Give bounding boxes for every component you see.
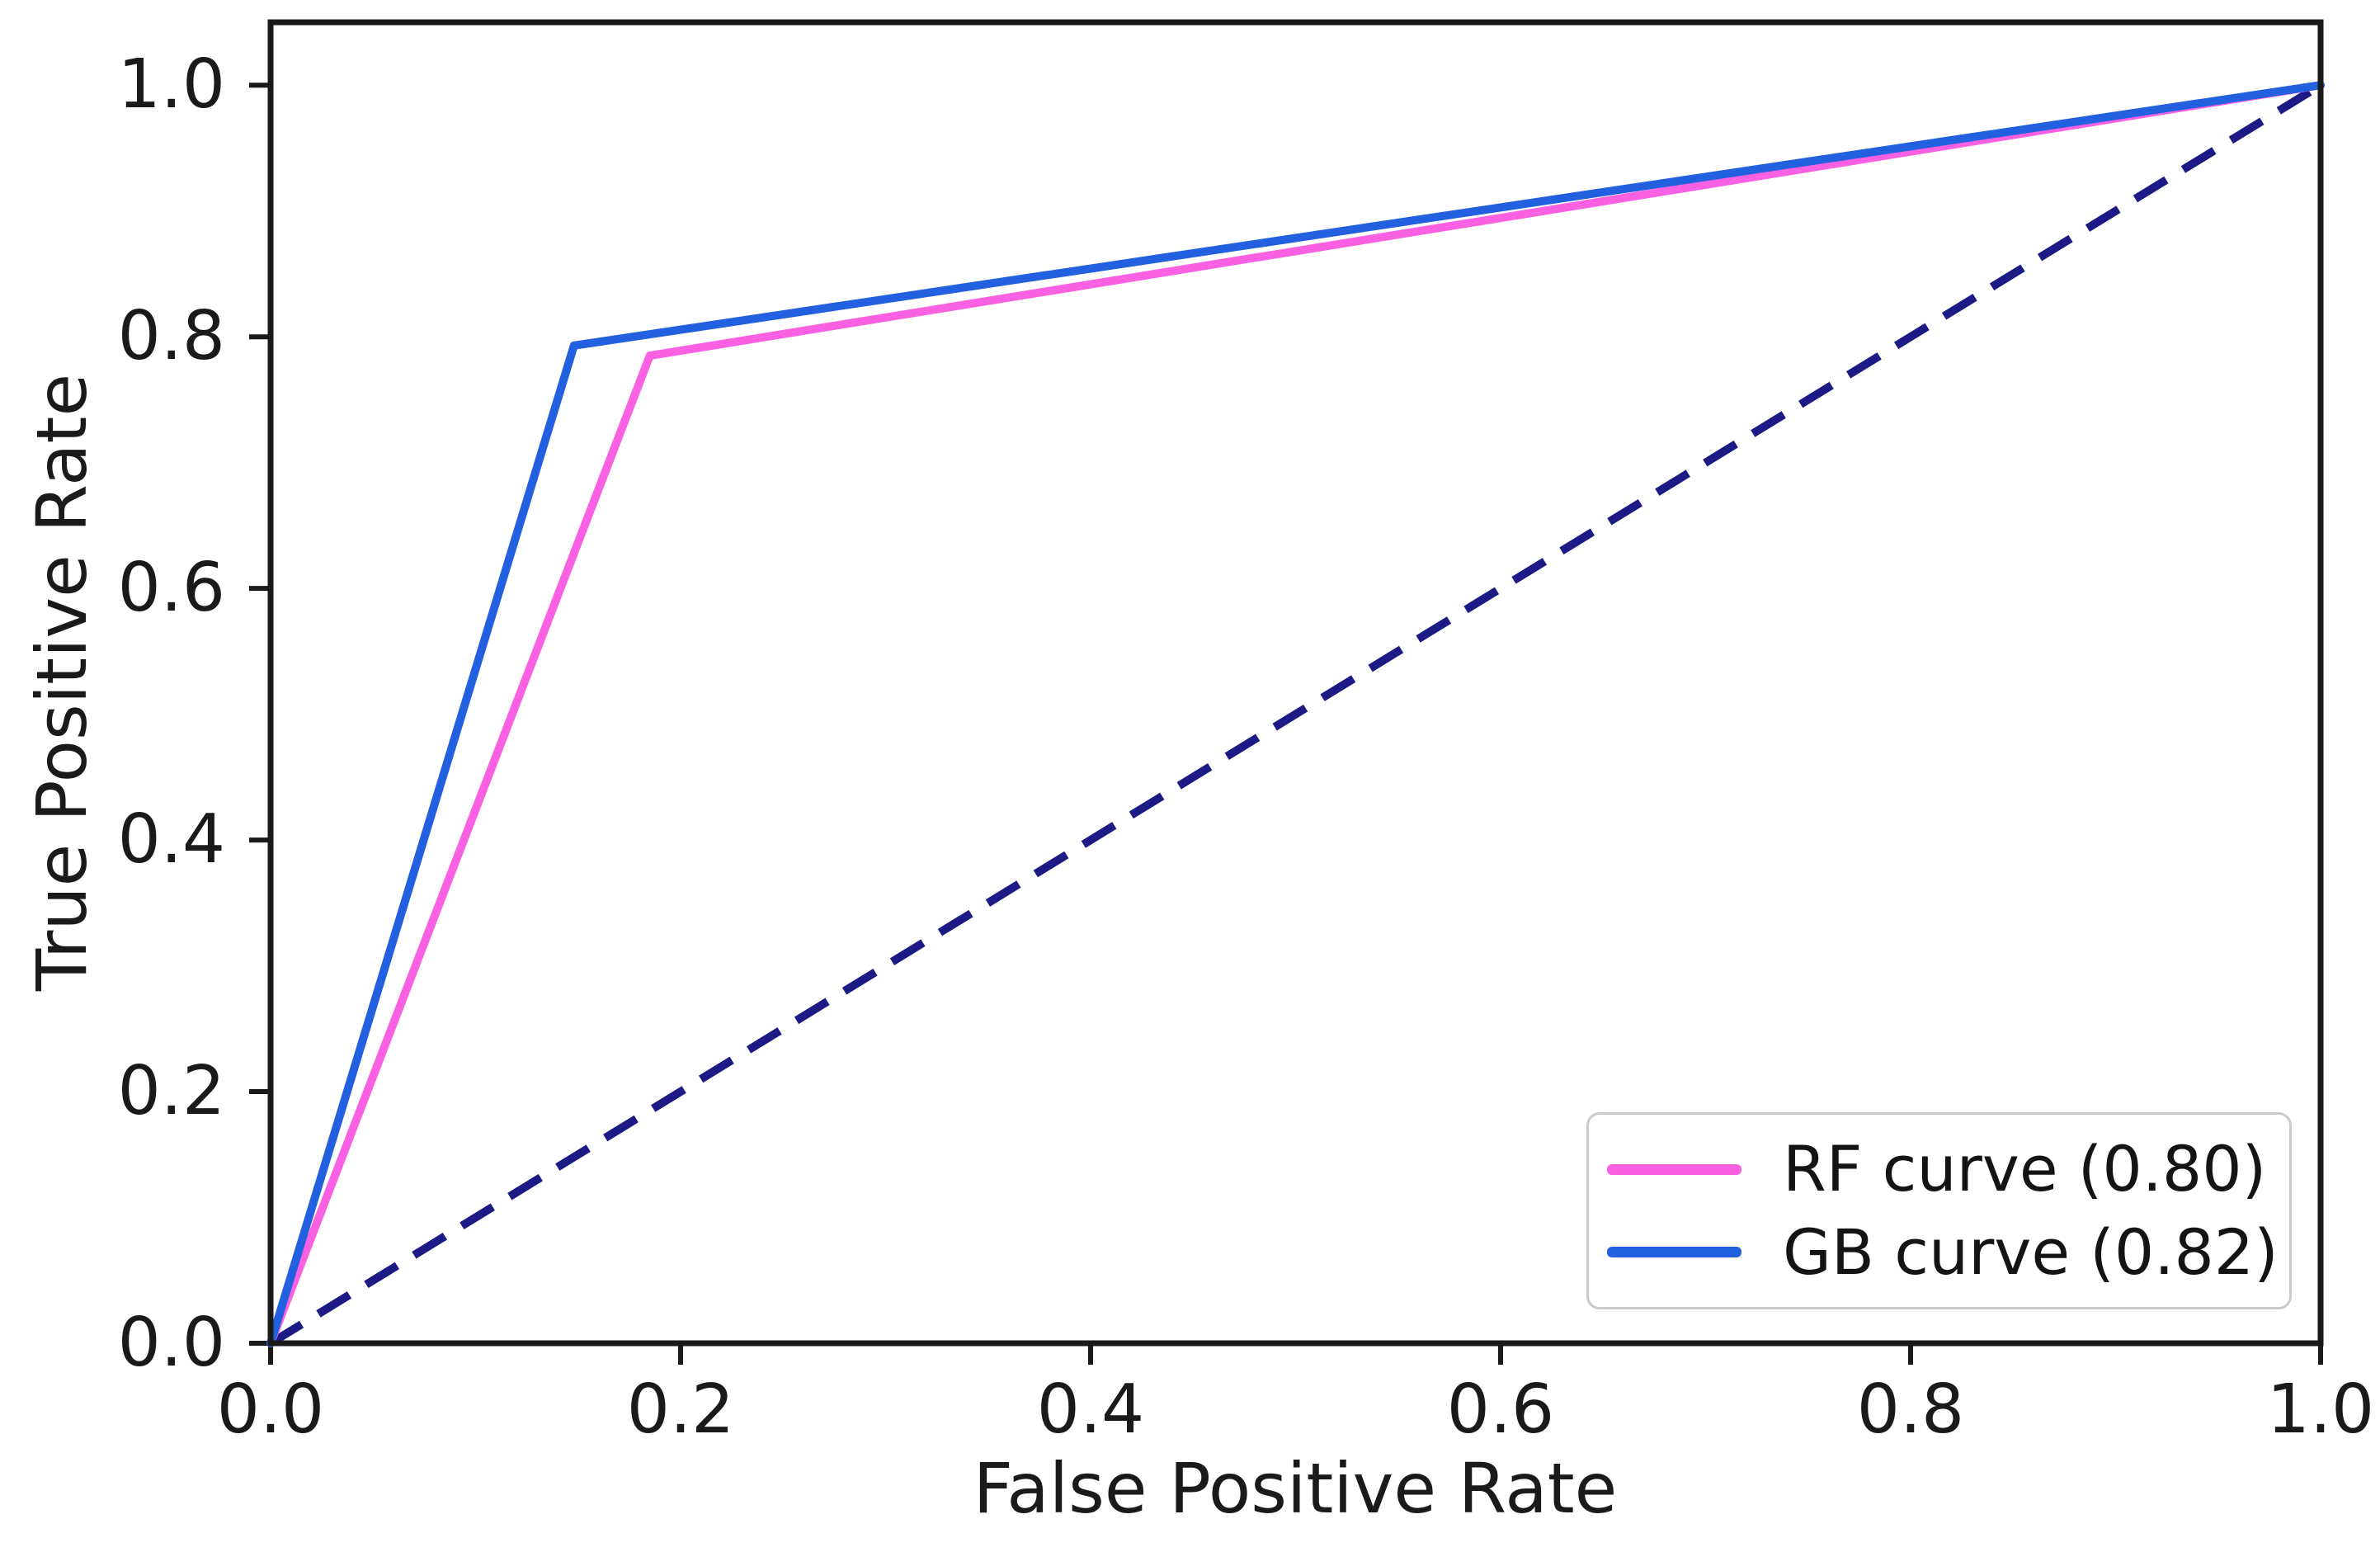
x-tick-label: 1.0 — [2266, 1370, 2375, 1449]
gb-curve-line — [266, 81, 2325, 1347]
axes-frame — [267, 19, 2324, 1347]
chance-curve-line — [268, 81, 2323, 1347]
y-tick-label: 0.6 — [117, 549, 225, 628]
x-tick-label: 0.6 — [1446, 1370, 1555, 1449]
x-tick-label: 0.4 — [1036, 1370, 1145, 1449]
legend-line-swatch — [1607, 1163, 1741, 1175]
x-tick-label: 0.0 — [216, 1370, 325, 1449]
tick-marks — [249, 83, 2323, 1365]
x-axis-label: False Positive Rate — [973, 1448, 1618, 1529]
y-tick-label: 0.2 — [117, 1052, 225, 1131]
x-tick-label: 0.2 — [626, 1370, 735, 1449]
rf-curve-line — [266, 81, 2325, 1347]
legend-line-swatch — [1607, 1247, 1741, 1258]
y-tick-label: 0.0 — [117, 1304, 225, 1382]
legend: RF curve (0.80) GB curve (0.82) — [1586, 1112, 2292, 1309]
y-tick-label: 1.0 — [117, 45, 225, 125]
legend-entry: RF curve (0.80) — [1607, 1138, 2268, 1201]
y-tick-label: 0.4 — [117, 800, 225, 880]
legend-label: RF curve (0.80) — [1783, 1132, 2267, 1206]
y-axis-label: True Positive Rate — [21, 373, 102, 992]
y-tick-label: 0.8 — [117, 297, 225, 376]
x-tick-label: 0.8 — [1856, 1370, 1965, 1449]
series-lines — [266, 81, 2325, 1347]
legend-entry: GB curve (0.82) — [1607, 1220, 2279, 1284]
legend-label: GB curve (0.82) — [1783, 1215, 2279, 1289]
